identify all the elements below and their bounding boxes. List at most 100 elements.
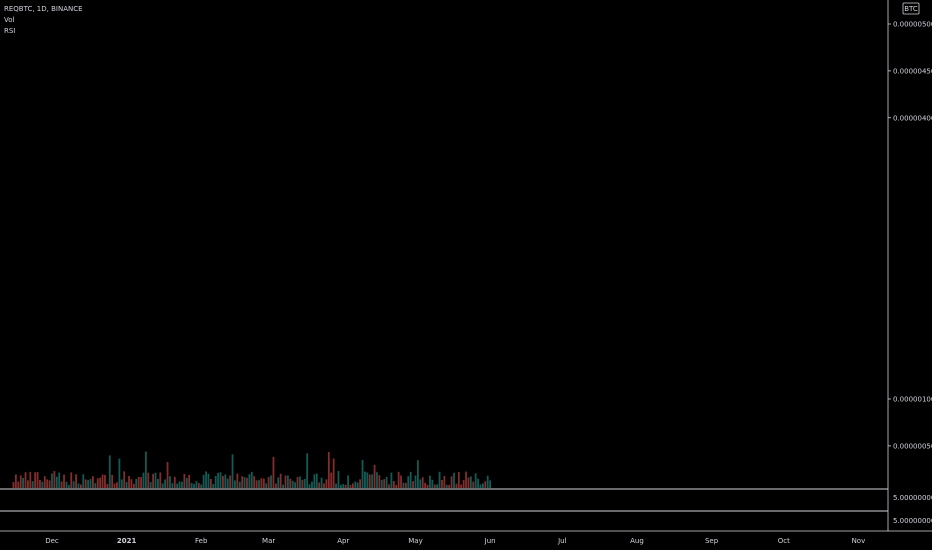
volume-bar [96, 478, 99, 488]
volume-bar [183, 473, 186, 488]
volume-bar [354, 481, 357, 488]
volume-bar [412, 481, 414, 488]
volume-bar [441, 479, 443, 488]
volume-bar [53, 471, 56, 488]
volume-bar [361, 459, 364, 488]
volume-bar [455, 483, 458, 488]
volume-bar [344, 484, 347, 488]
volume-bar [255, 480, 258, 488]
volume-bar [111, 474, 114, 488]
volume-bar [31, 481, 34, 488]
volume-bar [270, 475, 272, 488]
volume-bar [87, 480, 90, 488]
volume-bar [421, 477, 424, 488]
volume-bar [188, 474, 191, 488]
volume-bar [332, 458, 335, 488]
volume-bar [82, 474, 85, 488]
volume-bar [164, 479, 167, 488]
volume-bar [166, 462, 169, 488]
volume-bar [185, 477, 188, 488]
volume-bar [132, 483, 135, 488]
volume-bar [106, 483, 109, 488]
volume-bar [43, 476, 46, 488]
volume-bar [306, 453, 309, 488]
volume-bar [474, 473, 477, 488]
volume-bar [193, 483, 195, 488]
volume-bar [489, 480, 492, 488]
volume-bar [419, 479, 422, 488]
volume-bar [429, 475, 431, 488]
volume-bar [65, 481, 68, 488]
volume-bar [19, 475, 22, 488]
time-axis: Dec 2021 Feb Mar Apr May Jun Jul Aug Sep Oct Nov [45, 537, 865, 545]
volume-bar [335, 483, 337, 488]
volume-bar [359, 479, 362, 488]
volume-bar [104, 474, 106, 488]
volume-bar [231, 454, 234, 488]
volume-bars [12, 451, 492, 488]
volume-bar [284, 475, 287, 488]
volume-bar [325, 479, 328, 488]
volume-bar [279, 473, 282, 488]
volume-bar [448, 484, 451, 488]
volume-bar [438, 471, 441, 488]
y-tick-label: 0.00000400 [893, 114, 932, 122]
x-tick-label: Mar [262, 537, 275, 545]
volume-bar [407, 476, 410, 488]
volume-bar [320, 477, 323, 488]
volume-bar [477, 478, 479, 488]
volume-bar [36, 472, 39, 488]
volume-bar [246, 477, 248, 488]
volume-bar [234, 480, 236, 488]
x-tick-label: Dec [45, 537, 59, 545]
volume-bar [241, 476, 244, 488]
indicator-panes [0, 0, 932, 532]
volume-bar [207, 473, 210, 488]
volume-bar [29, 471, 32, 488]
y-tick-label: 0.00000050 [893, 442, 932, 450]
volume-bar [385, 476, 388, 488]
volume-bar [436, 484, 439, 488]
volume-bar [308, 484, 311, 488]
volume-bar [17, 481, 20, 488]
volume-bar [313, 474, 316, 488]
volume-bar [339, 484, 342, 488]
volume-bar [214, 476, 217, 488]
symbol-title[interactable]: REQBTC, 1D, BINANCE [4, 5, 83, 13]
volume-bar [443, 476, 446, 488]
volume-bar [46, 479, 49, 488]
volume-bar [70, 472, 73, 488]
volume-bar [140, 477, 142, 488]
x-tick-label: Sep [705, 537, 719, 545]
volume-bar [373, 464, 376, 488]
x-tick-label: Nov [852, 537, 866, 545]
volume-bar [248, 474, 251, 488]
indicator-vol[interactable]: Vol [4, 16, 15, 24]
volume-bar [161, 483, 164, 488]
volume-bar [154, 472, 157, 488]
indicator-rsi[interactable]: RSI [4, 27, 16, 35]
volume-bar [282, 484, 284, 488]
volume-bar [433, 484, 436, 488]
volume-bar [414, 475, 417, 488]
volume-bar [128, 475, 130, 488]
volume-bar [176, 483, 179, 488]
volume-bar [209, 478, 212, 488]
volume-bar [60, 481, 63, 488]
volume-bar [481, 483, 484, 488]
volume-bar [197, 483, 200, 488]
volume-bar [395, 484, 398, 488]
volume-bar [94, 483, 97, 488]
volume-bar [22, 477, 25, 488]
volume-bar [349, 484, 352, 488]
volume-bar [315, 473, 318, 488]
volume-bar [267, 476, 270, 488]
volume-bar [63, 474, 65, 488]
volume-bar [75, 474, 77, 488]
x-tick-label: 2021 [117, 537, 137, 545]
volume-bar [89, 479, 92, 488]
volume-bar [376, 472, 378, 488]
x-tick-label: Aug [630, 537, 644, 545]
volume-bar [72, 481, 75, 488]
